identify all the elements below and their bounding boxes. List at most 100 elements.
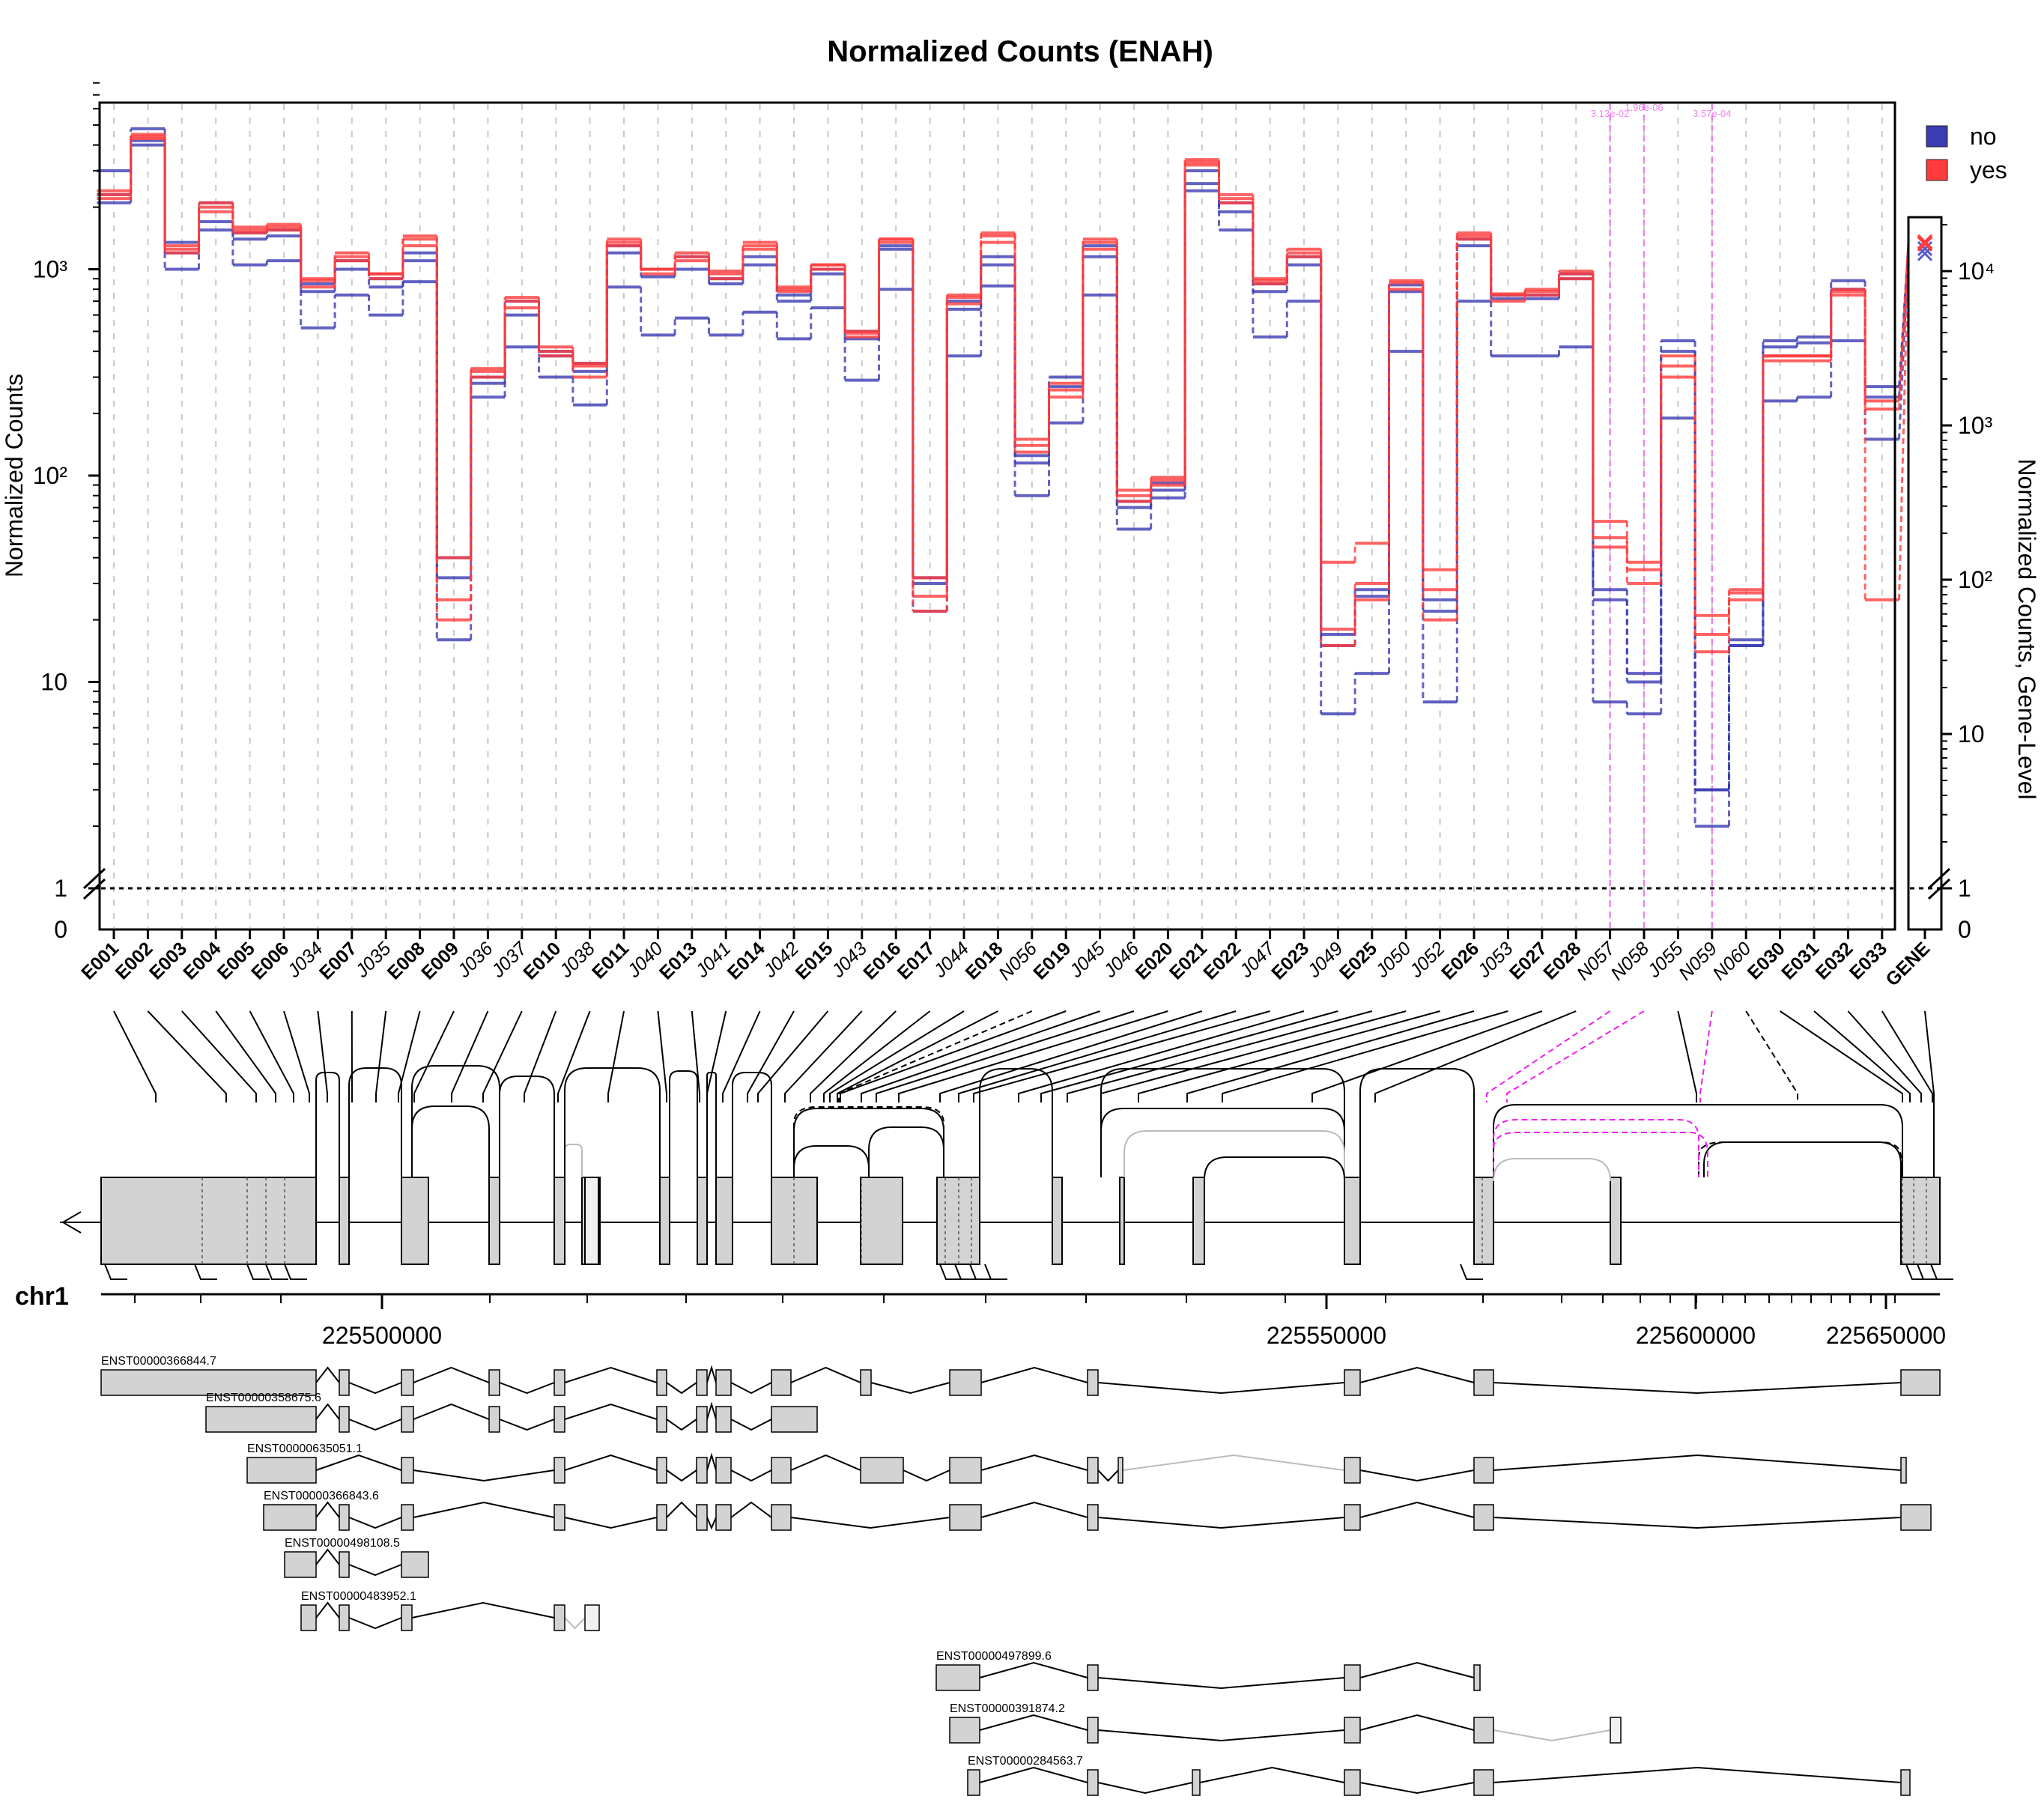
transcript-track-2: ENST00000635051.1 bbox=[246, 1443, 1907, 1484]
feature-label-j034: J034 bbox=[283, 938, 327, 982]
feature-label-e006: E006 bbox=[247, 938, 293, 983]
transcript-exon bbox=[339, 1406, 350, 1433]
feature-label-j043: J043 bbox=[827, 938, 871, 982]
feature-label-e026: E026 bbox=[1437, 938, 1483, 983]
exon-box bbox=[1610, 1177, 1622, 1265]
legend-swatch-no bbox=[1926, 125, 1948, 148]
connector-e022 bbox=[958, 1010, 1237, 1102]
exon-box bbox=[339, 1177, 350, 1265]
coordinate-label: 225550000 bbox=[1267, 1322, 1386, 1349]
transcript-exon bbox=[100, 1369, 317, 1396]
connector-j045 bbox=[861, 1010, 1100, 1102]
junction-arc bbox=[979, 1068, 1053, 1177]
feature-label-j049: J049 bbox=[1303, 938, 1347, 982]
transcript-exon bbox=[339, 1551, 350, 1578]
y-tick-label-right: 0 bbox=[1958, 916, 1971, 943]
series-yes-5 bbox=[97, 133, 1933, 654]
legend-swatch-yes bbox=[1926, 159, 1948, 181]
feature-label-j052: J052 bbox=[1405, 938, 1449, 982]
transcript-exon bbox=[656, 1406, 667, 1433]
exon-foot bbox=[246, 1264, 270, 1280]
feature-label-n059: N059 bbox=[1675, 938, 1721, 984]
intron-link bbox=[730, 1419, 772, 1431]
feature-label-j044: J044 bbox=[929, 938, 973, 982]
intron-link bbox=[348, 1517, 402, 1529]
intron-link bbox=[564, 1517, 658, 1529]
junction-arc bbox=[1100, 1108, 1345, 1177]
transcript-exon bbox=[1344, 1504, 1361, 1531]
coordinate-label: 225500000 bbox=[322, 1322, 442, 1349]
exon-box bbox=[715, 1177, 733, 1265]
connector-j043 bbox=[784, 1010, 863, 1102]
transcript-exon bbox=[1087, 1504, 1099, 1531]
connector-e015 bbox=[757, 1010, 829, 1102]
transcript-exon bbox=[488, 1406, 500, 1433]
coordinate-label: 225600000 bbox=[1636, 1322, 1756, 1349]
y-tick-label: 10 bbox=[40, 669, 67, 696]
feature-label-e008: E008 bbox=[383, 938, 429, 983]
intron-link bbox=[315, 1501, 340, 1518]
feature-label-e014: E014 bbox=[724, 938, 769, 983]
junction-arc bbox=[1100, 1068, 1345, 1177]
feature-label-e030: E030 bbox=[1744, 938, 1789, 983]
connector-j035 bbox=[375, 1010, 387, 1102]
transcript-exon bbox=[1344, 1457, 1361, 1484]
connector-j036 bbox=[451, 1010, 489, 1102]
novel-junction-arc bbox=[1493, 1132, 1708, 1177]
exon-box bbox=[697, 1177, 708, 1265]
intron-link bbox=[564, 1403, 658, 1420]
exon-box bbox=[1473, 1177, 1494, 1265]
transcript-exon bbox=[1344, 1717, 1361, 1744]
gridlines bbox=[113, 104, 1883, 928]
transcript-exon bbox=[1473, 1504, 1494, 1531]
connector-e009 bbox=[413, 1010, 455, 1102]
transcript-exon bbox=[1473, 1769, 1494, 1796]
exon-foot bbox=[194, 1264, 217, 1280]
feature-label-e018: E018 bbox=[962, 938, 1007, 983]
intron-link bbox=[564, 1454, 658, 1471]
feature-label-e016: E016 bbox=[859, 938, 905, 983]
transcript-exon bbox=[1087, 1664, 1099, 1691]
junction-arc bbox=[411, 1065, 500, 1177]
intron-link bbox=[1097, 1729, 1345, 1742]
junction-arc bbox=[669, 1070, 698, 1177]
transcript-exon bbox=[1087, 1717, 1099, 1744]
exon-foot bbox=[954, 1264, 977, 1280]
intron-link bbox=[348, 1382, 402, 1395]
connector-e014 bbox=[722, 1010, 761, 1102]
transcript-exon bbox=[401, 1457, 414, 1484]
transcript-exon bbox=[488, 1369, 500, 1396]
transcript-track-0: ENST00000366844.7 bbox=[100, 1355, 1941, 1396]
intron-link bbox=[1097, 1782, 1193, 1795]
transcript-exon bbox=[715, 1369, 732, 1396]
intron-link bbox=[870, 1382, 950, 1395]
intron-link bbox=[499, 1382, 555, 1395]
exon-box bbox=[659, 1177, 670, 1265]
connector-e023 bbox=[1018, 1010, 1305, 1102]
intron-link bbox=[979, 1766, 1088, 1783]
y-axis-right: 0 1 10 10² 10³ 10⁴ bbox=[1927, 223, 1995, 943]
transcript-exon bbox=[949, 1504, 982, 1531]
junction-arc bbox=[564, 1144, 583, 1177]
y-tick-label-right: 10 bbox=[1958, 721, 1985, 747]
intron-link bbox=[1097, 1517, 1345, 1529]
transcript-id: ENST00000498108.5 bbox=[285, 1537, 400, 1550]
transcript-track-8: ENST00000284563.7 bbox=[967, 1755, 1911, 1796]
connector-e016 bbox=[810, 1010, 897, 1102]
intron-link bbox=[1097, 1677, 1345, 1690]
y-tick-label-right: 10⁴ bbox=[1958, 258, 1995, 285]
axis-break-mark bbox=[82, 878, 106, 900]
connector-gene bbox=[1924, 1010, 1935, 1177]
gene-connector bbox=[1898, 243, 1910, 600]
feature-label-j042: J042 bbox=[759, 938, 803, 982]
transcript-exon bbox=[771, 1369, 792, 1396]
intron-link bbox=[730, 1469, 772, 1482]
series-group bbox=[97, 127, 1933, 828]
feature-label-e022: E022 bbox=[1199, 938, 1245, 983]
connector-e021 bbox=[939, 1010, 1203, 1102]
transcript-exon bbox=[860, 1369, 872, 1396]
connector-n059 bbox=[1699, 1010, 1713, 1102]
junction-arc bbox=[411, 1105, 490, 1177]
transcript-id: ENST00000635051.1 bbox=[247, 1443, 363, 1455]
transcript-track-3: ENST00000366843.6 bbox=[263, 1490, 1932, 1531]
